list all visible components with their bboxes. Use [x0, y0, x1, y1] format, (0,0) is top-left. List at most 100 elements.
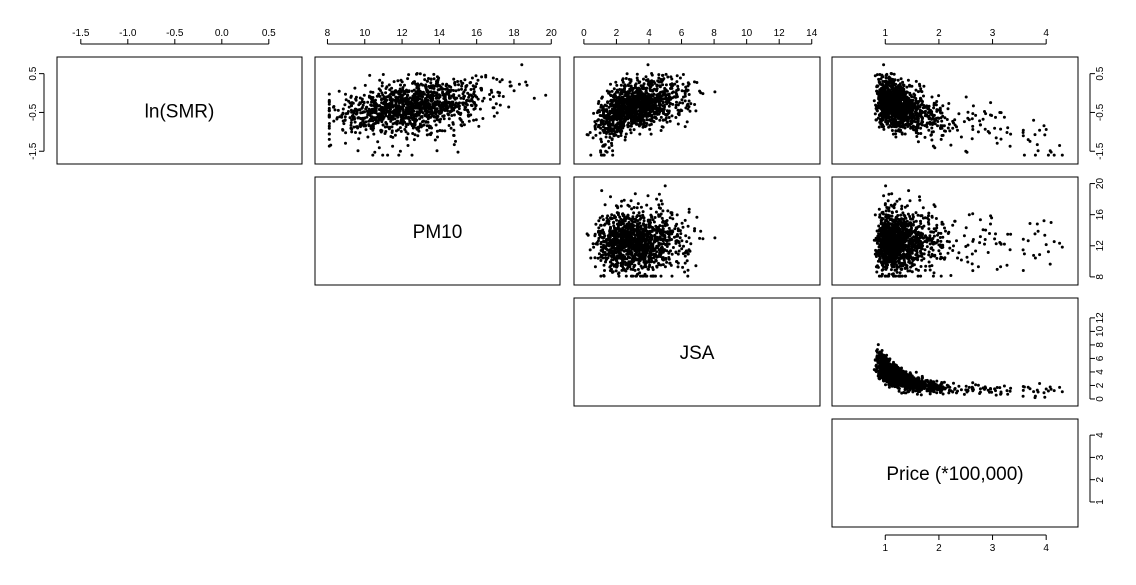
data-point: [388, 116, 392, 120]
data-point: [350, 127, 354, 131]
data-point: [906, 78, 910, 82]
data-point: [447, 124, 451, 127]
data-point: [352, 109, 356, 113]
data-point: [371, 128, 375, 132]
data-point: [881, 84, 885, 87]
data-point: [327, 92, 331, 96]
data-point: [900, 88, 903, 92]
data-point: [661, 73, 665, 77]
data-point: [889, 110, 893, 114]
data-point: [363, 116, 367, 120]
data-point: [431, 84, 435, 88]
data-point: [655, 265, 659, 269]
data-point: [428, 86, 432, 90]
data-point: [401, 107, 405, 111]
data-point: [327, 109, 331, 112]
data-point: [418, 97, 422, 101]
data-point: [675, 95, 679, 99]
data-point: [362, 122, 366, 126]
data-point: [353, 86, 357, 90]
data-point: [659, 129, 663, 132]
data-point: [492, 114, 496, 118]
data-point: [978, 119, 982, 123]
data-point: [646, 63, 650, 67]
data-point: [621, 124, 625, 128]
data-point: [898, 110, 902, 114]
data-point: [426, 79, 429, 83]
data-point: [619, 90, 623, 94]
data-point: [875, 108, 879, 112]
data-point: [679, 232, 683, 236]
data-point: [902, 96, 906, 100]
data-point: [419, 90, 423, 94]
data-point: [434, 107, 438, 111]
scatter-points: [327, 63, 1064, 400]
data-point: [591, 242, 595, 246]
data-point: [915, 124, 919, 128]
data-point: [627, 264, 631, 268]
data-point: [655, 197, 659, 201]
data-point: [621, 95, 625, 99]
data-point: [409, 100, 413, 104]
data-point: [420, 92, 424, 96]
data-point: [908, 84, 912, 88]
data-point: [609, 82, 612, 86]
data-point: [469, 93, 473, 97]
data-point: [631, 99, 635, 103]
data-point: [683, 254, 687, 258]
data-point: [341, 128, 345, 132]
data-point: [633, 192, 637, 196]
data-point: [520, 63, 524, 67]
data-point: [634, 99, 638, 103]
data-point: [644, 239, 648, 243]
data-point: [429, 131, 433, 135]
data-point: [701, 237, 705, 241]
data-point: [411, 106, 415, 110]
data-point: [637, 262, 641, 266]
data-point: [602, 263, 606, 267]
data-point: [435, 100, 439, 104]
data-point: [598, 110, 601, 114]
data-point: [380, 106, 383, 110]
data-point: [605, 150, 609, 154]
data-point: [645, 203, 649, 207]
data-point: [648, 87, 652, 91]
data-point: [625, 267, 629, 270]
data-point: [650, 79, 654, 83]
data-point: [930, 138, 934, 142]
data-point: [1021, 134, 1025, 138]
data-point: [391, 122, 395, 126]
data-point: [396, 128, 400, 132]
data-point: [373, 107, 376, 111]
data-point: [642, 82, 646, 86]
data-point: [680, 239, 684, 243]
data-point: [875, 89, 879, 93]
data-point: [1008, 144, 1012, 148]
data-point: [392, 110, 395, 114]
data-point: [333, 108, 337, 112]
data-point: [687, 210, 691, 214]
data-point: [460, 124, 464, 128]
data-point: [905, 90, 909, 94]
data-point: [508, 80, 512, 84]
data-point: [694, 109, 698, 113]
data-point: [914, 129, 918, 133]
data-point: [619, 134, 623, 137]
data-point: [999, 137, 1003, 141]
data-point: [879, 106, 883, 110]
data-point: [603, 122, 607, 126]
data-point: [592, 245, 596, 249]
data-point: [340, 115, 344, 119]
data-point: [1033, 153, 1037, 157]
data-point: [355, 111, 359, 114]
data-point: [414, 99, 417, 103]
data-point: [906, 115, 910, 119]
data-point: [476, 78, 480, 82]
data-point: [675, 239, 679, 243]
data-point: [432, 106, 436, 110]
data-point: [678, 76, 682, 80]
data-point: [349, 94, 353, 98]
data-point: [649, 132, 653, 136]
data-point: [933, 102, 937, 106]
data-point: [644, 274, 648, 278]
